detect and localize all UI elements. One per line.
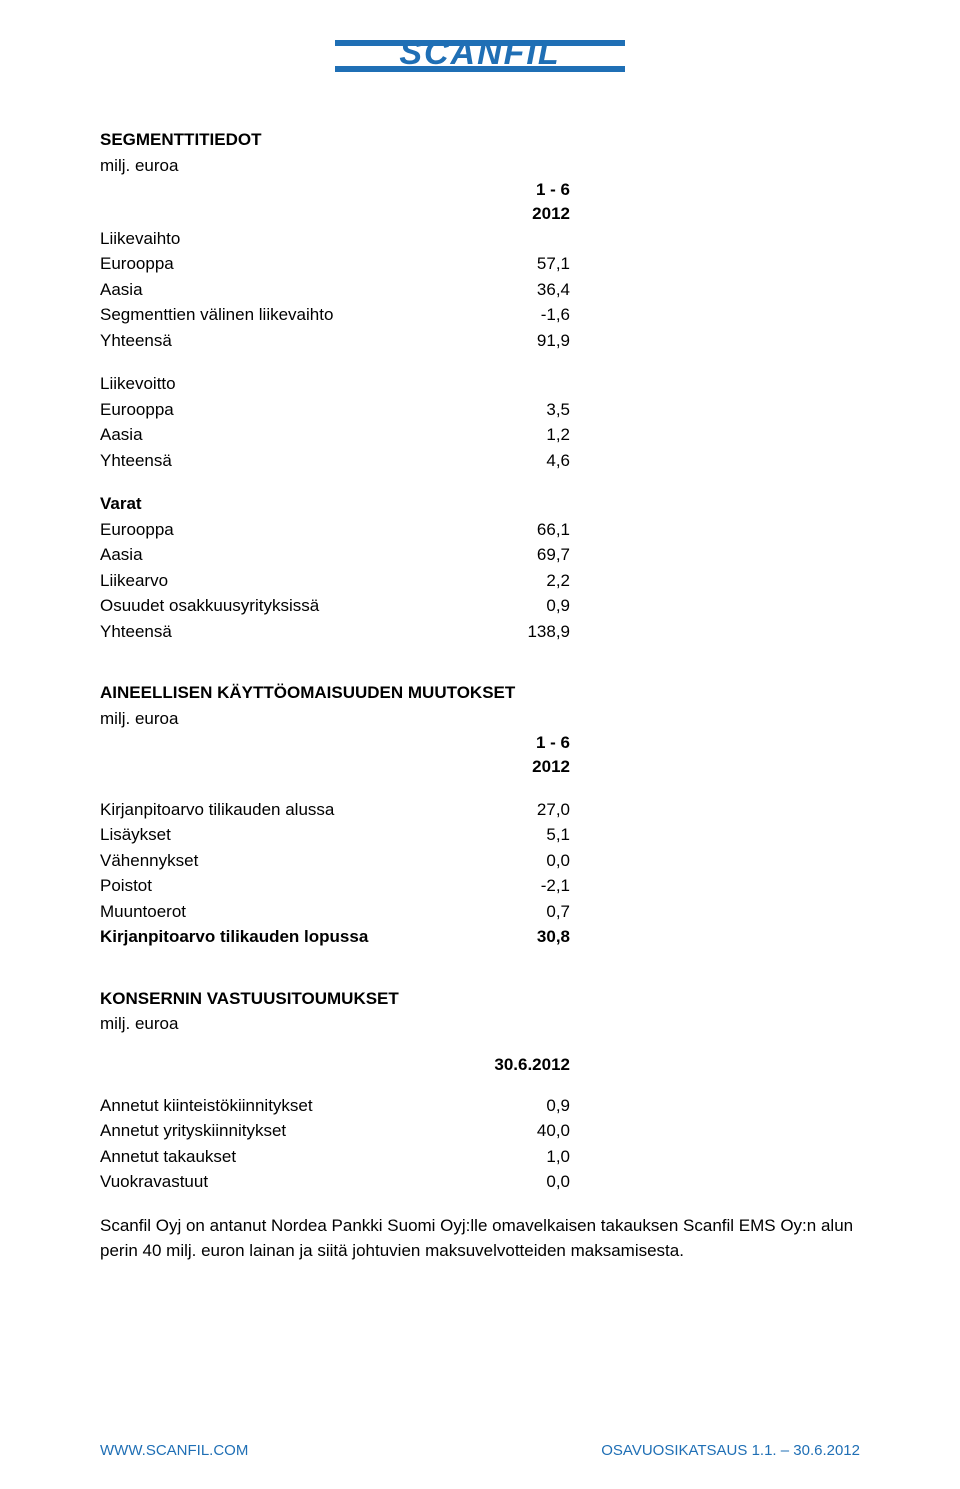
row-label: Liikearvo [100, 568, 168, 594]
table-row: Annetut yrityskiinnitykset 40,0 [100, 1118, 570, 1144]
table-row: Eurooppa 57,1 [100, 251, 570, 277]
konsernin-paragraph: Scanfil Oyj on antanut Nordea Pankki Suo… [100, 1213, 860, 1264]
aineellisen-section: AINEELLISEN KÄYTTÖOMAISUUDEN MUUTOKSET m… [100, 680, 860, 950]
table-row: Segmenttien välinen liikevaihto -1,6 [100, 302, 570, 328]
footer-left: WWW.SCANFIL.COM [100, 1442, 248, 1459]
row-value: 5,1 [500, 822, 570, 848]
row-value: 30,8 [500, 924, 570, 950]
liikevaihto-title: Liikevaihto [100, 226, 860, 252]
aineellisen-unit: milj. euroa [100, 706, 860, 732]
row-value: 0,9 [500, 593, 570, 619]
table-row: Lisäykset 5,1 [100, 822, 570, 848]
row-label: Muuntoerot [100, 899, 186, 925]
table-row: Aasia 36,4 [100, 277, 570, 303]
table-row: Eurooppa 66,1 [100, 517, 570, 543]
table-row: Vuokravastuut 0,0 [100, 1169, 570, 1195]
scanfil-logo: SCANFIL [335, 30, 625, 82]
row-label: Aasia [100, 542, 143, 568]
row-value: 1,0 [500, 1144, 570, 1170]
row-value: 40,0 [500, 1118, 570, 1144]
aineellisen-period: 1 - 6 2012 [100, 731, 570, 779]
row-label: Yhteensä [100, 328, 172, 354]
row-value: 0,7 [500, 899, 570, 925]
row-value: 91,9 [500, 328, 570, 354]
row-value: 3,5 [500, 397, 570, 423]
liikevoitto-title: Liikevoitto [100, 371, 860, 397]
table-row: Vähennykset 0,0 [100, 848, 570, 874]
segment-period-range: 1 - 6 [100, 178, 570, 202]
table-row: Yhteensä 4,6 [100, 448, 570, 474]
table-row: Yhteensä 91,9 [100, 328, 570, 354]
row-value: -1,6 [500, 302, 570, 328]
row-value: 1,2 [500, 422, 570, 448]
table-row: Aasia 1,2 [100, 422, 570, 448]
row-label: Vuokravastuut [100, 1169, 208, 1195]
row-label: Osuudet osakkuusyrityksissä [100, 593, 319, 619]
table-row: Kirjanpitoarvo tilikauden lopussa 30,8 [100, 924, 570, 950]
row-value: 27,0 [500, 797, 570, 823]
segment-title: SEGMENTTITIEDOT [100, 127, 860, 153]
segment-section: SEGMENTTITIEDOT milj. euroa 1 - 6 2012 L… [100, 127, 860, 644]
row-label: Kirjanpitoarvo tilikauden lopussa [100, 924, 368, 950]
row-label: Aasia [100, 277, 143, 303]
row-label: Eurooppa [100, 397, 174, 423]
table-row: Annetut takaukset 1,0 [100, 1144, 570, 1170]
table-row: Yhteensä 138,9 [100, 619, 570, 645]
table-row: Poistot -2,1 [100, 873, 570, 899]
aineellisen-period-year: 2012 [100, 755, 570, 779]
row-label: Yhteensä [100, 448, 172, 474]
varat-title: Varat [100, 491, 860, 517]
row-label: Yhteensä [100, 619, 172, 645]
row-label: Annetut takaukset [100, 1144, 236, 1170]
table-row: Eurooppa 3,5 [100, 397, 570, 423]
row-label: Annetut yrityskiinnitykset [100, 1118, 286, 1144]
logo-area: SCANFIL [100, 30, 860, 87]
row-label: Vähennykset [100, 848, 198, 874]
row-label: Aasia [100, 422, 143, 448]
row-value: -2,1 [500, 873, 570, 899]
aineellisen-period-range: 1 - 6 [100, 731, 570, 755]
table-row: Kirjanpitoarvo tilikauden alussa 27,0 [100, 797, 570, 823]
table-row: Aasia 69,7 [100, 542, 570, 568]
row-label: Kirjanpitoarvo tilikauden alussa [100, 797, 334, 823]
table-row: Muuntoerot 0,7 [100, 899, 570, 925]
row-value: 138,9 [500, 619, 570, 645]
segment-unit: milj. euroa [100, 153, 860, 179]
row-value: 0,9 [500, 1093, 570, 1119]
svg-text:SCANFIL: SCANFIL [399, 34, 560, 72]
row-label: Lisäykset [100, 822, 171, 848]
table-row: Liikearvo 2,2 [100, 568, 570, 594]
konsernin-section: KONSERNIN VASTUUSITOUMUKSET milj. euroa … [100, 986, 860, 1264]
table-row: Osuudet osakkuusyrityksissä 0,9 [100, 593, 570, 619]
row-value: 57,1 [500, 251, 570, 277]
row-value: 69,7 [500, 542, 570, 568]
aineellisen-title: AINEELLISEN KÄYTTÖOMAISUUDEN MUUTOKSET [100, 680, 860, 706]
page-footer: WWW.SCANFIL.COM OSAVUOSIKATSAUS 1.1. – 3… [100, 1442, 860, 1459]
konsernin-date: 30.6.2012 [100, 1055, 570, 1075]
konsernin-unit: milj. euroa [100, 1011, 860, 1037]
row-label: Eurooppa [100, 517, 174, 543]
row-label: Poistot [100, 873, 152, 899]
footer-right: OSAVUOSIKATSAUS 1.1. – 30.6.2012 [601, 1442, 860, 1459]
row-value: 2,2 [500, 568, 570, 594]
segment-period-year: 2012 [100, 202, 570, 226]
table-row: Annetut kiinteistökiinnitykset 0,9 [100, 1093, 570, 1119]
row-label: Annetut kiinteistökiinnitykset [100, 1093, 313, 1119]
segment-period: 1 - 6 2012 [100, 178, 570, 226]
row-value: 0,0 [500, 1169, 570, 1195]
row-value: 4,6 [500, 448, 570, 474]
row-value: 36,4 [500, 277, 570, 303]
row-label: Segmenttien välinen liikevaihto [100, 302, 333, 328]
row-value: 66,1 [500, 517, 570, 543]
konsernin-title: KONSERNIN VASTUUSITOUMUKSET [100, 986, 860, 1012]
row-label: Eurooppa [100, 251, 174, 277]
row-value: 0,0 [500, 848, 570, 874]
